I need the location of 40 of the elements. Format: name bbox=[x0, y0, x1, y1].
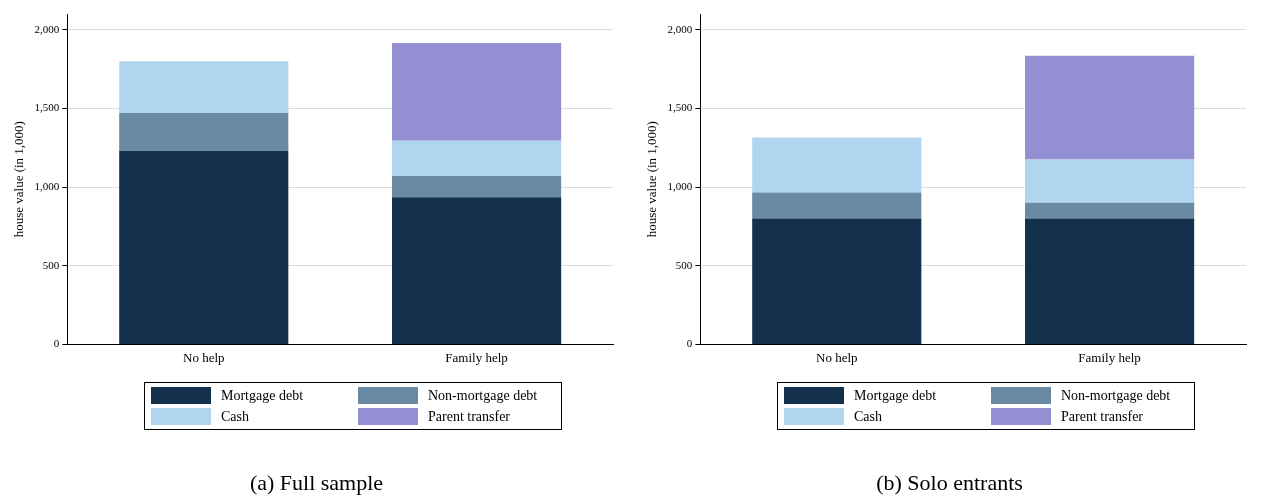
bar bbox=[1025, 55, 1195, 160]
legend-label: Non-mortgage debt bbox=[1061, 387, 1171, 404]
y-axis-title: house value (in 1,000) bbox=[644, 121, 660, 238]
legend-label: Cash bbox=[221, 408, 249, 425]
x-tick-label: No help bbox=[816, 349, 858, 365]
legend-label: Parent transfer bbox=[428, 408, 511, 425]
x-tick-label: Family help bbox=[445, 349, 508, 365]
bar bbox=[392, 140, 562, 177]
text: (b) Solo entrants bbox=[875, 470, 1024, 496]
legend-label: Mortgage debt bbox=[221, 387, 304, 404]
x-tick-label: Family help bbox=[1078, 349, 1141, 365]
y-tick-label: 1,500 bbox=[667, 101, 693, 114]
x-tick-label: No help bbox=[183, 349, 225, 365]
legend-label: Non-mortgage debt bbox=[428, 387, 538, 404]
bar bbox=[392, 176, 562, 198]
legend-label: Mortgage debt bbox=[854, 387, 937, 404]
y-tick-label: 0 bbox=[686, 337, 693, 350]
y-tick-label: 2,000 bbox=[34, 22, 60, 35]
bar bbox=[392, 197, 562, 344]
y-tick-label: 0 bbox=[53, 337, 60, 350]
y-tick-label: 500 bbox=[675, 258, 693, 271]
legend-label: Cash bbox=[854, 408, 882, 425]
y-tick-label: 2,000 bbox=[667, 22, 693, 35]
y-tick-label: 1,000 bbox=[34, 179, 60, 192]
bar bbox=[119, 61, 289, 114]
bar bbox=[119, 150, 289, 344]
y-tick-label: 1,500 bbox=[34, 101, 60, 114]
text: (a) Full sample bbox=[248, 470, 385, 496]
bar bbox=[392, 43, 562, 141]
bar bbox=[752, 218, 922, 344]
y-axis-title: house value (in 1,000) bbox=[11, 121, 27, 238]
bar bbox=[1025, 159, 1195, 203]
bar bbox=[752, 137, 922, 193]
y-tick-label: 1,000 bbox=[667, 179, 693, 192]
bar bbox=[752, 192, 922, 219]
bar bbox=[1025, 202, 1195, 219]
legend-label: Parent transfer bbox=[1061, 408, 1144, 425]
y-tick-label: 500 bbox=[42, 258, 60, 271]
bar bbox=[1025, 218, 1195, 344]
bar bbox=[119, 113, 289, 151]
